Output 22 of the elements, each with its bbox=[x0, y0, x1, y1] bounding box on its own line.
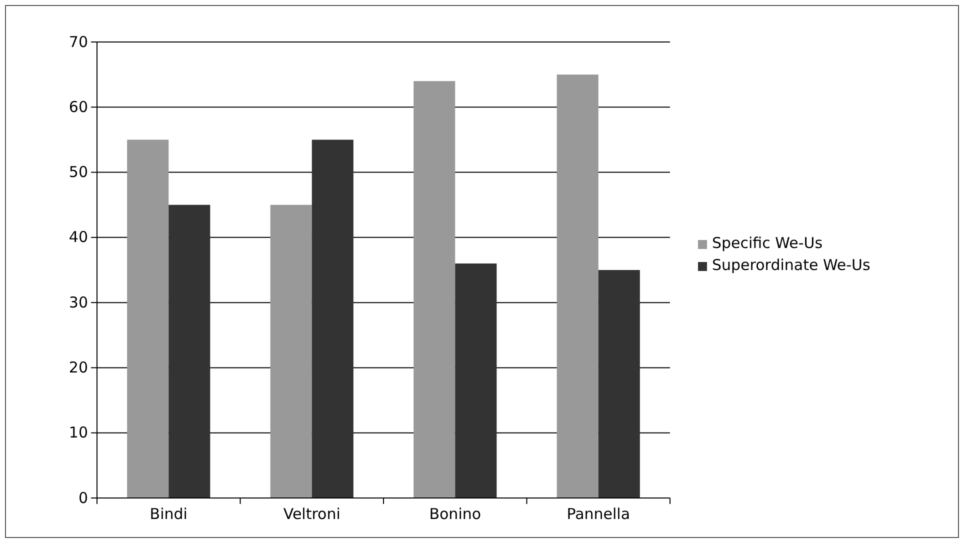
x-tick-label: Pannella bbox=[566, 505, 630, 523]
bar bbox=[455, 263, 497, 498]
bar bbox=[127, 140, 169, 498]
legend-label: Superordinate We-Us bbox=[712, 256, 871, 274]
bar bbox=[556, 74, 598, 498]
bar bbox=[312, 140, 354, 498]
bar bbox=[270, 204, 312, 498]
legend-label: Specific We-Us bbox=[712, 234, 823, 252]
bar bbox=[168, 204, 210, 498]
y-tick-label: 40 bbox=[68, 228, 88, 246]
y-tick-label: 0 bbox=[78, 488, 88, 507]
x-tick-label: Bonino bbox=[429, 505, 482, 523]
y-tick-label: 70 bbox=[68, 32, 88, 51]
y-tick-label: 30 bbox=[68, 293, 88, 312]
y-tick-label: 20 bbox=[68, 358, 88, 377]
bar bbox=[598, 270, 640, 498]
x-tick-label: Veltroni bbox=[283, 505, 340, 523]
y-tick-label: 60 bbox=[68, 98, 88, 116]
y-tick-label: 10 bbox=[68, 424, 88, 442]
x-tick-label: Bindi bbox=[150, 505, 188, 523]
bar bbox=[414, 81, 456, 498]
y-tick-label: 50 bbox=[68, 163, 88, 182]
